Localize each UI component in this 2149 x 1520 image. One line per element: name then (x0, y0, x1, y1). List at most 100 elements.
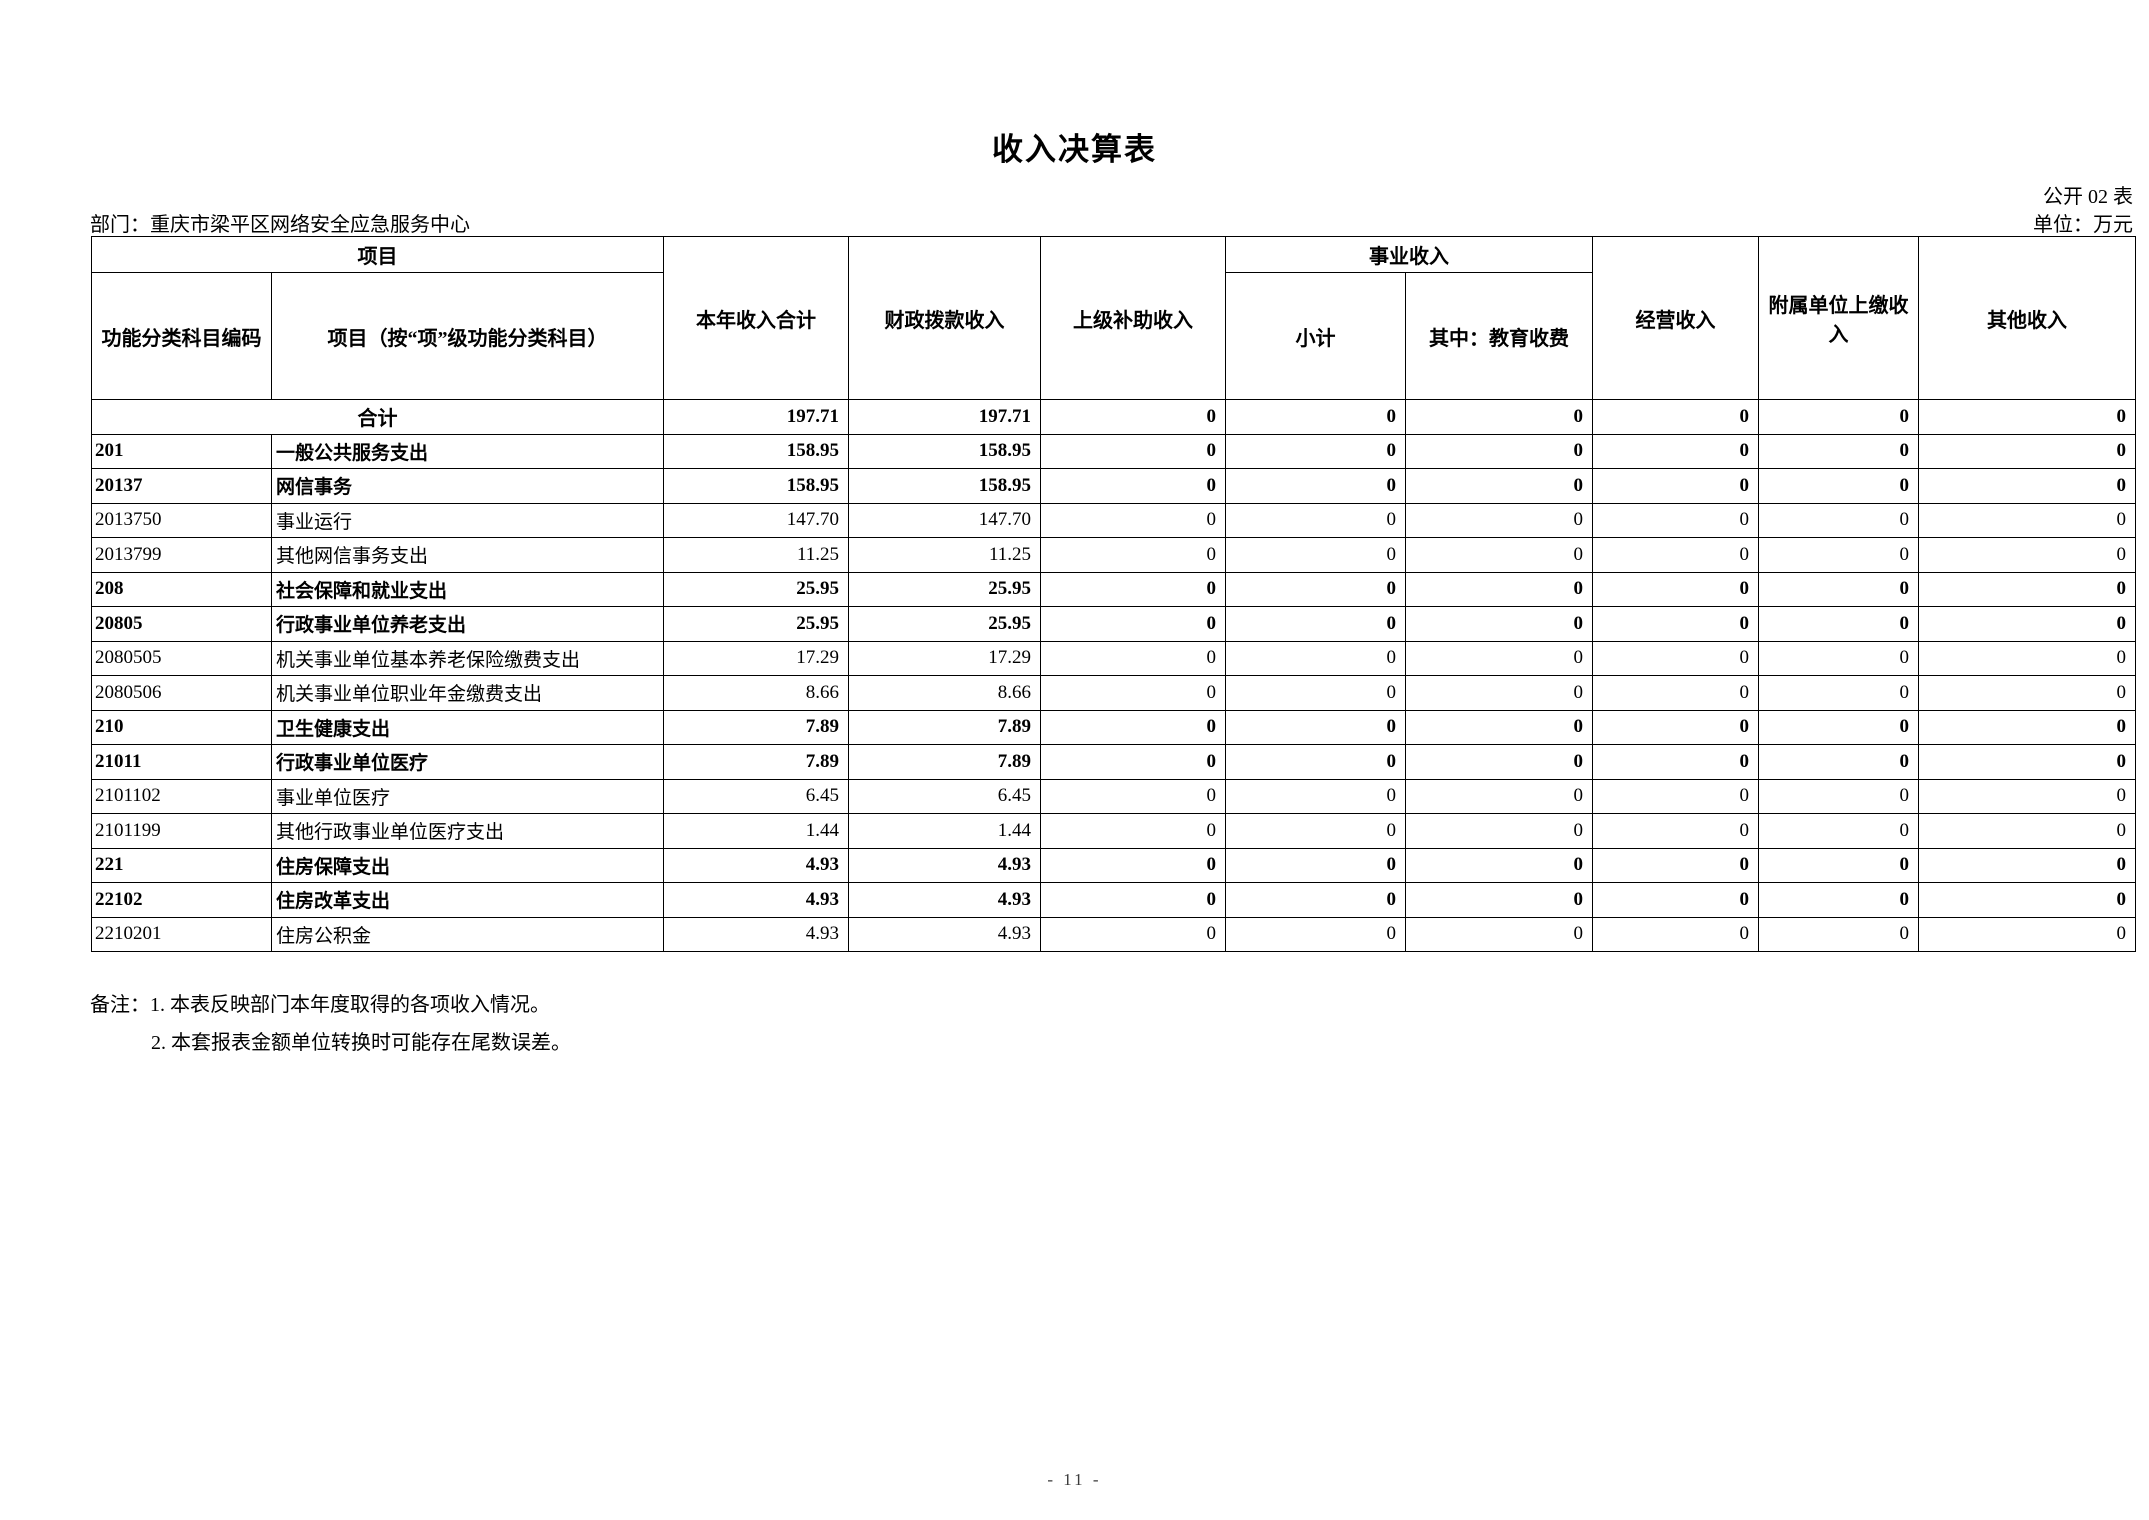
cell-value: 0 (1758, 399, 1919, 435)
col-header-code: 功能分类科目编码 (91, 272, 272, 400)
cell-value: 0 (1758, 847, 1919, 883)
cell-name: 行政事业单位养老支出 (271, 606, 664, 642)
cell-value: 0 (1040, 433, 1226, 469)
cell-value: 0 (1592, 847, 1759, 883)
cell-value: 0 (1592, 916, 1759, 952)
cell-value: 0 (1405, 468, 1593, 504)
cell-value: 0 (1918, 571, 2136, 607)
cell-value: 0 (1758, 468, 1919, 504)
cell-value: 0 (1918, 640, 2136, 676)
cell-value: 0 (1040, 468, 1226, 504)
cell-code: 201 (91, 433, 272, 469)
cell-value: 0 (1225, 571, 1406, 607)
page-title: 收入决算表 (992, 132, 1157, 167)
form-number-label: 公开 02 表 (2043, 186, 2133, 208)
cell-value: 0 (1040, 675, 1226, 711)
table-row: 2101199 其他行政事业单位医疗支出 1.44 1.44 0 0 0 0 0… (91, 813, 2136, 849)
cell-value: 147.70 (848, 502, 1041, 538)
cell-value: 0 (1758, 778, 1919, 814)
cell-name: 合计 (91, 399, 664, 435)
cell-value: 0 (1758, 606, 1919, 642)
cell-value: 0 (1040, 571, 1226, 607)
cell-value: 0 (1225, 502, 1406, 538)
cell-value: 0 (1918, 882, 2136, 918)
cell-value: 0 (1040, 744, 1226, 780)
cell-value: 0 (1225, 882, 1406, 918)
cell-value: 0 (1758, 502, 1919, 538)
cell-value: 0 (1758, 571, 1919, 607)
table-row: 20137 网信事务 158.95 158.95 0 0 0 0 0 0 (91, 468, 2136, 504)
cell-value: 0 (1040, 502, 1226, 538)
cell-value: 0 (1592, 813, 1759, 849)
cell-value: 0 (1592, 778, 1759, 814)
table-row: 201 一般公共服务支出 158.95 158.95 0 0 0 0 0 0 (91, 433, 2136, 469)
cell-value: 8.66 (663, 675, 849, 711)
table-row: 210 卫生健康支出 7.89 7.89 0 0 0 0 0 0 (91, 709, 2136, 745)
cell-value: 0 (1758, 433, 1919, 469)
cell-value: 7.89 (663, 744, 849, 780)
cell-value: 0 (1225, 537, 1406, 573)
cell-name: 其他行政事业单位医疗支出 (271, 813, 664, 849)
cell-value: 0 (1225, 399, 1406, 435)
cell-value: 0 (1758, 709, 1919, 745)
cell-value: 0 (1225, 640, 1406, 676)
cell-value: 0 (1040, 778, 1226, 814)
cell-value: 4.93 (663, 847, 849, 883)
col-header-project: 项目（按“项”级功能分类科目） (271, 272, 664, 400)
cell-value: 0 (1225, 744, 1406, 780)
cell-code: 2101199 (91, 813, 272, 849)
cell-value: 0 (1918, 502, 2136, 538)
cell-code: 20805 (91, 606, 272, 642)
cell-value: 0 (1405, 675, 1593, 711)
col-header-operating-income: 经营收入 (1592, 236, 1759, 400)
cell-value: 0 (1405, 778, 1593, 814)
table-row: 2013799 其他网信事务支出 11.25 11.25 0 0 0 0 0 0 (91, 537, 2136, 573)
col-header-fiscal-allocation: 财政拨款收入 (848, 236, 1041, 400)
cell-code: 2080505 (91, 640, 272, 676)
cell-value: 7.89 (848, 744, 1041, 780)
cell-value: 0 (1918, 433, 2136, 469)
cell-value: 0 (1225, 433, 1406, 469)
cell-name: 事业运行 (271, 502, 664, 538)
cell-value: 0 (1405, 640, 1593, 676)
col-header-education-fee: 其中：教育收费 (1405, 272, 1593, 400)
cell-code: 21011 (91, 744, 272, 780)
cell-value: 0 (1040, 882, 1226, 918)
cell-value: 0 (1405, 813, 1593, 849)
table-row: 20805 行政事业单位养老支出 25.95 25.95 0 0 0 0 0 0 (91, 606, 2136, 642)
cell-value: 158.95 (663, 433, 849, 469)
cell-value: 17.29 (663, 640, 849, 676)
cell-code: 221 (91, 847, 272, 883)
cell-value: 0 (1040, 709, 1226, 745)
cell-value: 0 (1918, 537, 2136, 573)
note-line-1: 备注：1. 本表反映部门本年度取得的各项收入情况。 (90, 994, 550, 1016)
table-row: 21011 行政事业单位医疗 7.89 7.89 0 0 0 0 0 0 (91, 744, 2136, 780)
cell-value: 0 (1225, 709, 1406, 745)
cell-name: 一般公共服务支出 (271, 433, 664, 469)
cell-value: 158.95 (848, 468, 1041, 504)
cell-code: 210 (91, 709, 272, 745)
meta-line: 部门：重庆市梁平区网络安全应急服务中心 单位：万元 (90, 208, 2133, 237)
col-header-subtotal: 小计 (1225, 272, 1406, 400)
cell-value: 0 (1918, 778, 2136, 814)
cell-value: 0 (1758, 882, 1919, 918)
cell-value: 7.89 (848, 709, 1041, 745)
cell-value: 0 (1405, 571, 1593, 607)
cell-value: 197.71 (663, 399, 849, 435)
cell-value: 0 (1918, 468, 2136, 504)
table-header: 项目 本年收入合计 财政拨款收入 上级补助收入 事业收入 经营收入 附属单位上缴… (91, 236, 2136, 400)
col-header-other-income: 其他收入 (1918, 236, 2136, 400)
cell-value: 17.29 (848, 640, 1041, 676)
cell-value: 0 (1405, 537, 1593, 573)
cell-name: 事业单位医疗 (271, 778, 664, 814)
cell-name: 住房公积金 (271, 916, 664, 952)
cell-value: 0 (1405, 847, 1593, 883)
cell-value: 0 (1405, 744, 1593, 780)
cell-value: 0 (1405, 606, 1593, 642)
col-header-project-group: 项目 (91, 236, 664, 273)
cell-value: 0 (1592, 502, 1759, 538)
cell-name: 行政事业单位医疗 (271, 744, 664, 780)
col-header-business-income: 事业收入 (1225, 236, 1593, 273)
table-row: 2080506 机关事业单位职业年金缴费支出 8.66 8.66 0 0 0 0… (91, 675, 2136, 711)
cell-value: 4.93 (848, 847, 1041, 883)
